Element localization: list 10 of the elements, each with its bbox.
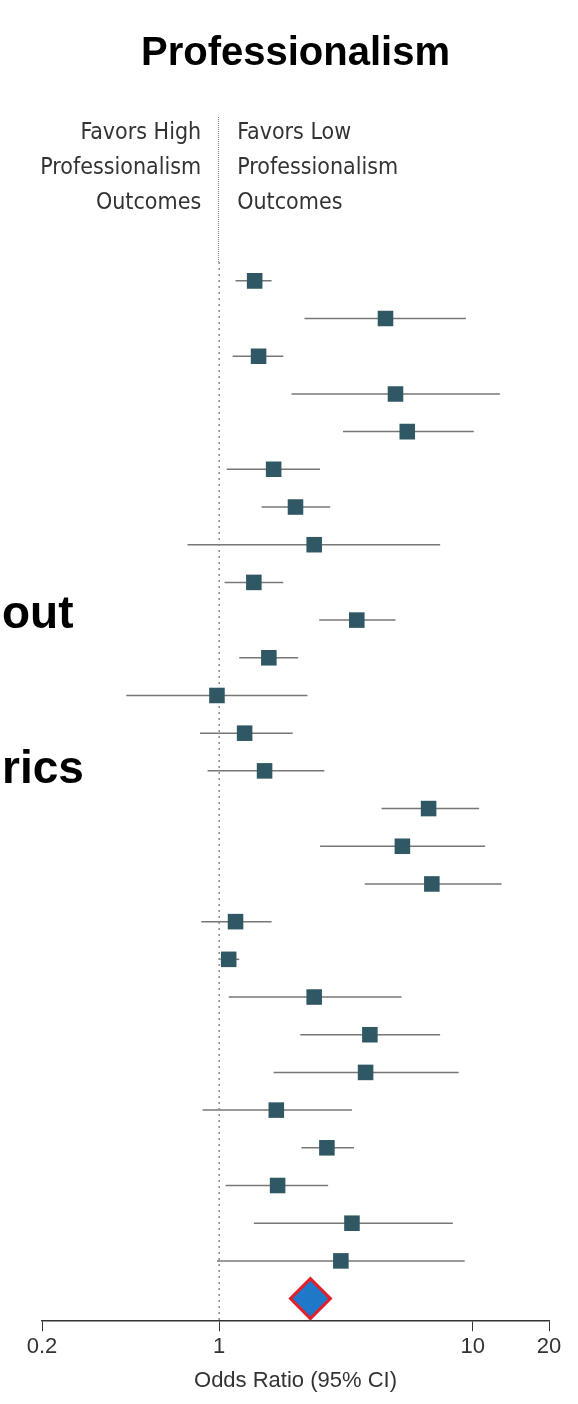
- annotation: rics: [2, 740, 84, 793]
- x-tick-label: 0.2: [26, 1333, 58, 1359]
- chart-title: Professionalism: [140, 29, 451, 74]
- x-axis-title: Odds Ratio (95% CI): [194, 1366, 397, 1392]
- x-tick-label: 1: [213, 1333, 226, 1359]
- x-tick-label: 10: [460, 1333, 485, 1359]
- x-tick-label: 20: [536, 1333, 562, 1359]
- annotation: out: [2, 585, 74, 638]
- text: Favors Low Professionalism Outcomes: [237, 117, 399, 214]
- text: Favors High Professionalism Outcomes: [40, 117, 202, 214]
